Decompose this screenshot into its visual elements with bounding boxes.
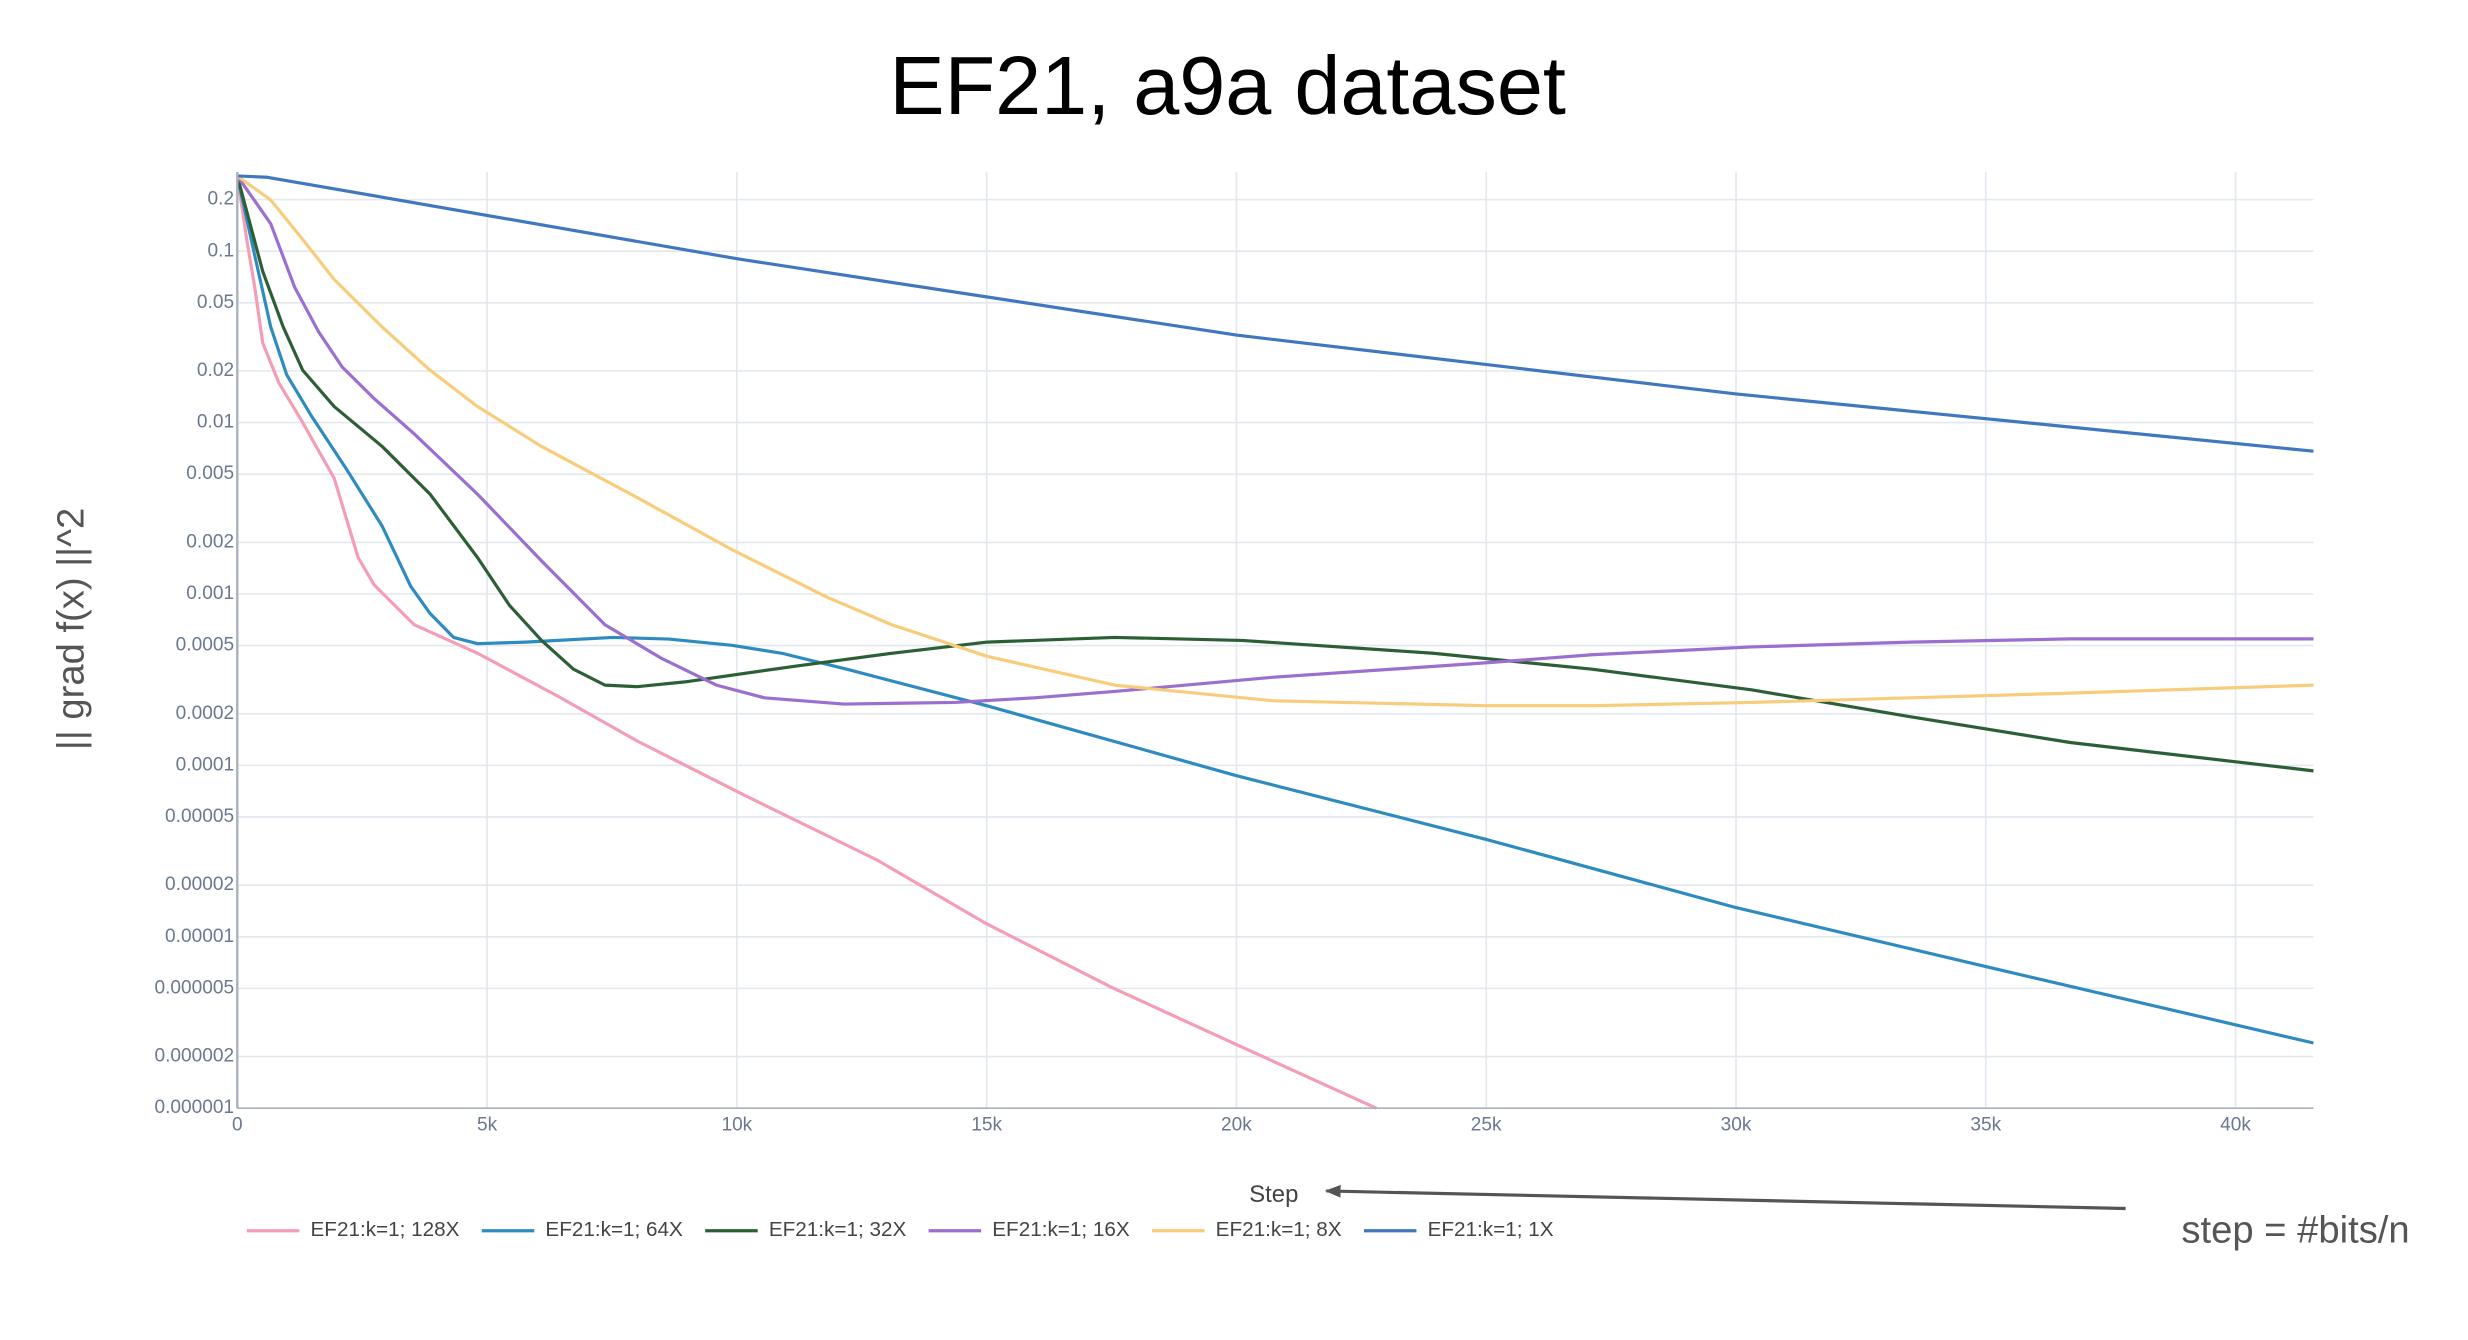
y-tick-label: 0.000005 bbox=[154, 977, 234, 998]
annotation: step = #bits/n bbox=[2181, 1208, 2409, 1251]
series-line bbox=[237, 174, 2314, 453]
legend-label: EF21:k=1; 16X bbox=[992, 1218, 1130, 1241]
x-axis-title: Step bbox=[1249, 1181, 1298, 1208]
x-tick-label: 10k bbox=[721, 1115, 752, 1136]
x-tick-label: 25k bbox=[1471, 1115, 1502, 1136]
chart-title: EF21, a9a dataset bbox=[889, 39, 1566, 132]
y-tick-label: 0.0001 bbox=[176, 754, 234, 775]
y-tick-label: 0.00002 bbox=[165, 874, 234, 895]
y-tick-label: 0.05 bbox=[197, 292, 234, 313]
x-tick-label: 15k bbox=[971, 1115, 1002, 1136]
y-tick-label: 0.001 bbox=[186, 583, 234, 604]
series-line bbox=[237, 174, 2314, 706]
axes: 0.2 0.1 0.05 0.02 0.01 0.005 0.002 0.001 0.0005 0… bbox=[154, 171, 2314, 1136]
y-tick-label: 0.02 bbox=[197, 360, 234, 381]
y-tick-label: 0.2 bbox=[208, 189, 235, 210]
x-tick-label: 20k bbox=[1221, 1115, 1252, 1136]
y-tick-label: 0.0005 bbox=[176, 635, 234, 656]
series-line bbox=[237, 175, 2314, 773]
y-tick-label: 0.000001 bbox=[154, 1097, 234, 1118]
y-tick-label: 0.1 bbox=[208, 240, 235, 261]
series-line bbox=[237, 174, 2314, 708]
x-tick-label: 30k bbox=[1721, 1115, 1752, 1136]
legend-label: EF21:k=1; 128X bbox=[311, 1218, 460, 1241]
legend-label: EF21:k=1; 32X bbox=[769, 1218, 907, 1241]
x-tick-label: 35k bbox=[1970, 1115, 2001, 1136]
y-tick-label: 0.005 bbox=[186, 463, 234, 484]
y-tick-label: 0.00005 bbox=[165, 806, 234, 827]
y-tick-label: 0.0002 bbox=[176, 703, 234, 724]
x-tick-label: 40k bbox=[2220, 1115, 2251, 1136]
x-tick-label: 0 bbox=[232, 1115, 243, 1136]
x-tick-label: 5k bbox=[477, 1115, 498, 1136]
legend-label: EF21:k=1; 1X bbox=[1428, 1218, 1554, 1241]
annotation-arrow bbox=[1324, 1184, 2126, 1211]
y-axis-title: || grad f(x) ||^2 bbox=[49, 508, 92, 750]
legend-label: EF21:k=1; 8X bbox=[1216, 1218, 1342, 1241]
series-line bbox=[237, 175, 1377, 1110]
y-tick-label: 0.000002 bbox=[154, 1046, 234, 1067]
plot-area bbox=[237, 174, 2314, 1110]
y-tick-label: 0.01 bbox=[197, 412, 234, 433]
series-line bbox=[237, 175, 2314, 1045]
y-tick-label: 0.002 bbox=[186, 531, 234, 552]
legend-label: EF21:k=1; 64X bbox=[545, 1218, 683, 1241]
legend: EF21:k=1; 128X EF21:k=1; 64X EF21:k=1; 32X… bbox=[246, 1218, 1554, 1241]
y-tick-label: 0.00001 bbox=[165, 926, 234, 947]
